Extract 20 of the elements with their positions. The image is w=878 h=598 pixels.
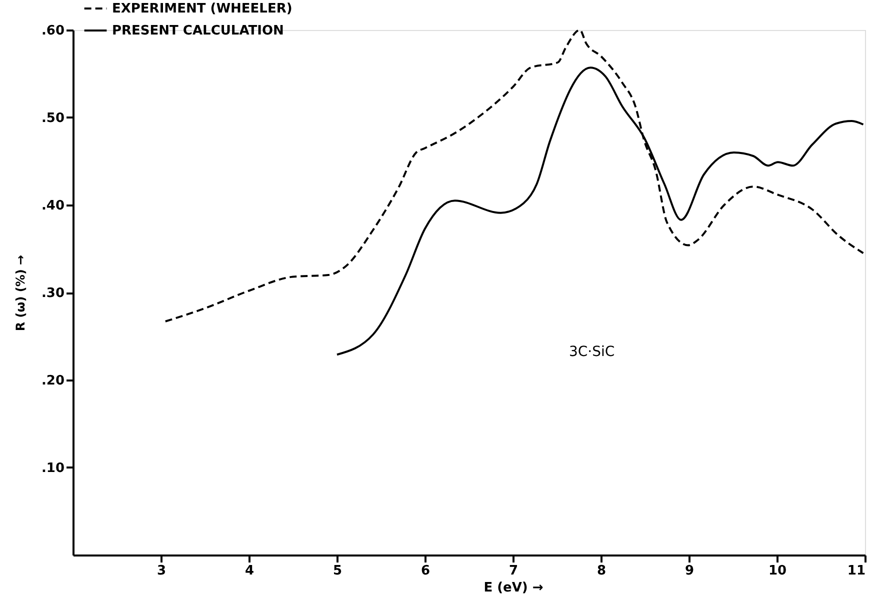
- x-tick-label: 9: [684, 564, 694, 578]
- y-tick-label: .50: [41, 111, 64, 126]
- x-tick-label: 7: [508, 564, 518, 578]
- y-axis-title: R (ω) (%) →: [13, 254, 28, 332]
- x-tick-label: 4: [244, 564, 254, 578]
- x-tick-label: 10: [768, 564, 787, 578]
- legend-label: PRESENT CALCULATION: [112, 24, 284, 38]
- x-tick-label: 5: [332, 564, 342, 578]
- legend-label: EXPERIMENT (WHEELER): [112, 2, 292, 16]
- annotation: 3C·SiC: [569, 344, 615, 360]
- y-tick-label: .20: [41, 374, 64, 388]
- x-tick-label: 8: [596, 564, 606, 578]
- y-tick-label: .10: [41, 461, 64, 476]
- x-tick-label: 11: [847, 564, 866, 578]
- x-tick-label: 6: [420, 564, 430, 578]
- y-tick-label: .30: [41, 286, 64, 301]
- y-tick-label: .60: [41, 24, 64, 38]
- x-tick-label: 3: [156, 564, 166, 578]
- y-tick-label: .40: [41, 198, 64, 214]
- x-axis-title: E (eV) →: [484, 580, 544, 596]
